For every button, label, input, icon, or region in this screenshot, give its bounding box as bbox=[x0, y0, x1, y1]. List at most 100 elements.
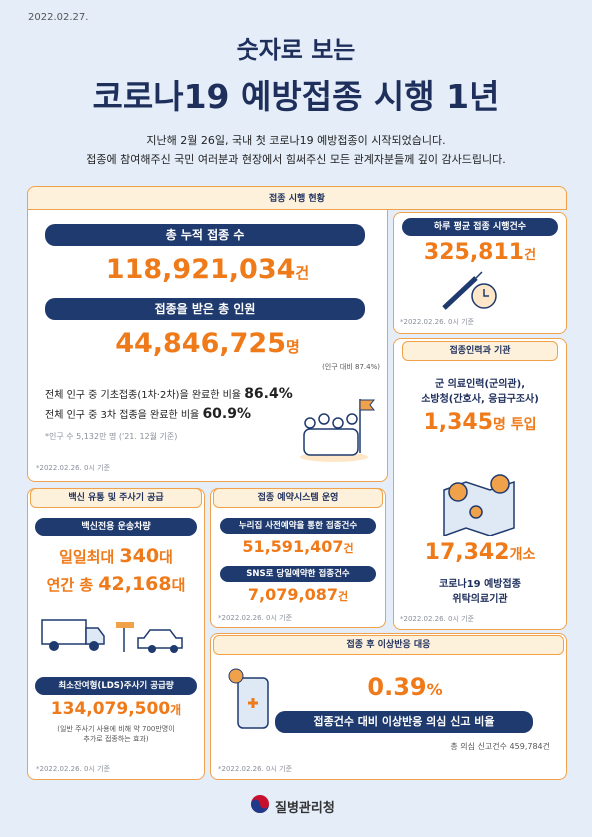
value: 325,811 bbox=[423, 240, 525, 265]
adverse-panel bbox=[210, 633, 567, 780]
value: 1,345 bbox=[423, 410, 494, 435]
unit: 건 bbox=[524, 248, 537, 263]
graphic bbox=[346, 413, 358, 425]
graphic bbox=[116, 622, 134, 628]
graphic bbox=[469, 505, 483, 519]
graphic bbox=[49, 641, 59, 651]
value: 44,846,725 bbox=[115, 328, 286, 359]
stat: 일일최대 340대 bbox=[27, 545, 205, 567]
label: 연간 총 bbox=[46, 576, 94, 594]
truck-icon bbox=[41, 619, 183, 653]
value: 118,921,034 bbox=[105, 254, 296, 285]
stat: 44,846,725명 bbox=[27, 328, 388, 359]
date-note: *2022.02.26. 0시 기준 bbox=[218, 765, 293, 773]
graphic bbox=[490, 474, 510, 494]
title: 코로나19 예방접종 시행 1년 bbox=[92, 77, 500, 116]
agency: 질병관리청 bbox=[275, 801, 335, 816]
phone-icon bbox=[228, 668, 269, 729]
date-note: *2022.02.26. 0시 기준 bbox=[36, 464, 111, 472]
subtitle: 숫자로 보는 bbox=[236, 36, 356, 64]
unit: 건 bbox=[337, 590, 349, 603]
graphic bbox=[359, 399, 376, 411]
stat: 1,345명 투입 bbox=[393, 410, 567, 435]
staff-line: 군 의료인력(군의관), bbox=[434, 379, 526, 390]
value: 7,079,087 bbox=[247, 585, 338, 604]
unit: 개 bbox=[170, 703, 182, 717]
rate-label: 전체 인구 중 3차 접종을 완료한 비율 bbox=[45, 410, 200, 421]
people-icon bbox=[300, 399, 376, 462]
booking-panel bbox=[210, 488, 386, 628]
total-note: 총 의심 신고건수 459,784건 bbox=[450, 742, 550, 751]
graphic bbox=[442, 276, 478, 310]
rate-value: 60.9% bbox=[202, 406, 252, 422]
intro-line: 지난해 2월 26일, 국내 첫 코로나19 예방접종이 시작되었습니다. bbox=[146, 134, 446, 147]
label-pill: 접종건수 대비 이상반응 의심 신고 비율 bbox=[275, 711, 533, 733]
intro-line: 접종에 참여해주신 국민 여러분과 현장에서 힘써주신 모든 관계자분들께 깊이… bbox=[86, 153, 506, 166]
logo bbox=[251, 795, 269, 813]
syringe-note: (일반 주사기 사용에 비해 약 700만명이 bbox=[57, 725, 175, 733]
stat: 0.39% bbox=[280, 673, 530, 701]
label-pill: 백신전용 운송차량 bbox=[35, 518, 197, 536]
date-note: *2022.02.26. 0시 기준 bbox=[400, 615, 475, 623]
date: 2022.02.27. bbox=[28, 12, 89, 23]
panel-title: 접종 시행 현황 bbox=[269, 194, 325, 204]
graphic bbox=[41, 619, 87, 645]
panel-title: 하루 평균 접종 시행건수 bbox=[402, 218, 558, 236]
graphic bbox=[318, 413, 330, 425]
unit: 대 bbox=[159, 548, 173, 566]
value: 340 bbox=[119, 545, 160, 567]
graphic bbox=[448, 482, 468, 502]
unit: 명 투입 bbox=[493, 417, 537, 433]
graphic bbox=[332, 417, 344, 429]
map-icon bbox=[443, 474, 515, 536]
graphic bbox=[475, 271, 483, 279]
sites-line: 코로나19 예방접종 bbox=[439, 579, 521, 590]
unit: % bbox=[426, 680, 443, 699]
value: 0.39 bbox=[367, 673, 427, 701]
value: 51,591,407 bbox=[242, 537, 344, 556]
staff-line: 소방청(간호사, 응급구조사) bbox=[421, 394, 539, 405]
syringe-note: 추가로 접종하는 효과) bbox=[83, 735, 149, 743]
graphic bbox=[483, 289, 489, 297]
label: 일일최대 bbox=[59, 548, 115, 566]
stat: 118,921,034건 bbox=[27, 254, 388, 285]
graphic bbox=[89, 641, 99, 651]
ratio-note: (인구 대비 87.4%) bbox=[322, 363, 380, 371]
graphic bbox=[248, 698, 258, 708]
graphic bbox=[137, 629, 183, 649]
unit: 건 bbox=[343, 542, 354, 555]
label-pill: 누리집 사전예약을 통한 접종건수 bbox=[220, 518, 376, 534]
syringe-icon bbox=[442, 271, 497, 310]
unit: 개소 bbox=[509, 547, 536, 563]
graphic bbox=[85, 627, 105, 645]
stat: 17,342개소 bbox=[393, 540, 567, 565]
date-note: *2022.02.26. 0시 기준 bbox=[400, 318, 475, 326]
rate-line: 전체 인구 중 3차 접종을 완료한 비율 60.9% bbox=[45, 406, 251, 422]
stat: 연간 총 42,168대 bbox=[27, 573, 205, 595]
graphic bbox=[228, 668, 244, 684]
graphic bbox=[170, 645, 178, 653]
value: 42,168 bbox=[98, 573, 172, 595]
graphic bbox=[303, 413, 359, 456]
label-pill: 총 누적 접종 수 bbox=[45, 224, 365, 246]
unit: 대 bbox=[171, 576, 186, 594]
graphic bbox=[148, 645, 156, 653]
date-note: *2022.02.26. 0시 기준 bbox=[36, 765, 111, 773]
value: 134,079,500 bbox=[50, 699, 171, 719]
stat: 7,079,087건 bbox=[210, 585, 386, 604]
date-note: *2022.02.26. 0시 기준 bbox=[218, 614, 293, 622]
unit: 명 bbox=[286, 338, 300, 356]
graphic bbox=[304, 417, 316, 429]
population-note: *인구 수 5,132만 명 ('21. 12월 기준) bbox=[45, 432, 178, 441]
rate-line: 전체 인구 중 기초접종(1차·2차)을 완료한 비율 86.4% bbox=[45, 386, 293, 402]
rate-value: 86.4% bbox=[244, 386, 293, 402]
label-pill: 최소잔여형(LDS)주사기 공급량 bbox=[35, 677, 197, 695]
sites-line: 위탁의료기관 bbox=[452, 594, 508, 605]
panel-title: 백신 유통 및 주사기 공급 bbox=[30, 488, 202, 508]
graphic bbox=[251, 799, 269, 813]
label-pill: 접종을 받은 총 인원 bbox=[45, 298, 365, 320]
stat: 51,591,407건 bbox=[210, 537, 386, 556]
panel-title: 접종 예약시스템 운영 bbox=[213, 488, 383, 508]
stat: 134,079,500개 bbox=[27, 699, 205, 719]
